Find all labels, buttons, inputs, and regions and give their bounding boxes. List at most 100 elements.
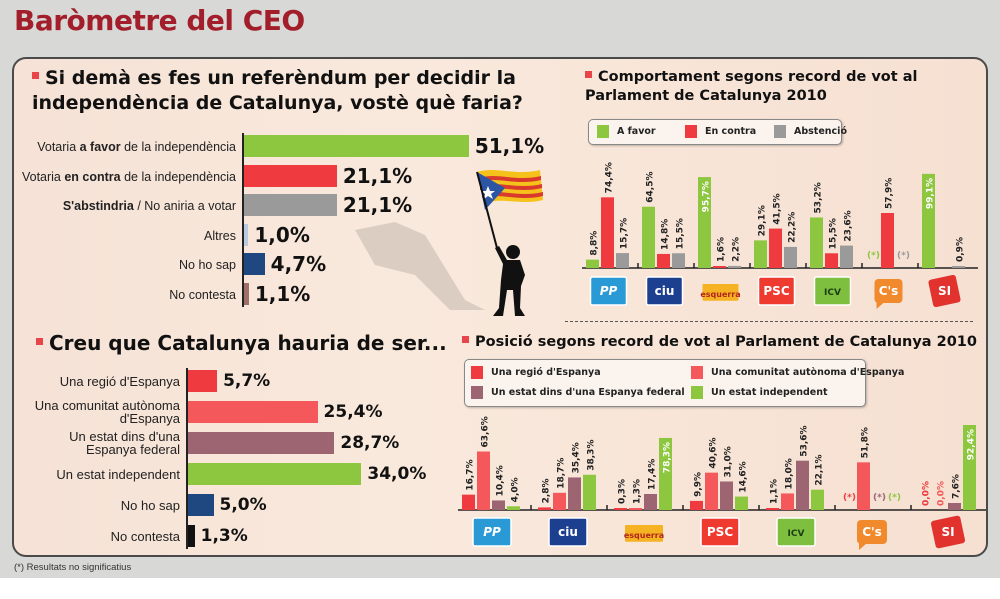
bar-value-label: 2,8%	[542, 478, 552, 503]
party-logo-text: SI	[941, 525, 954, 539]
bar-value-label: 8,8%	[590, 231, 600, 256]
bar	[881, 212, 894, 268]
bar	[616, 253, 629, 268]
bar	[568, 477, 581, 510]
bar-label: Un estat dins d'una Espanya federal	[69, 430, 180, 456]
bar-value-label: 23,6%	[844, 210, 854, 241]
party-logo-ciu: ciu	[645, 276, 684, 306]
legend-item-independent: Un estat independent	[691, 386, 828, 400]
bar-value-label: 0,3%	[618, 479, 628, 504]
position-chart-title: Posició segons record de vot al Parlamen…	[462, 333, 982, 352]
party-logo-pp: PP	[472, 517, 512, 547]
bar-value-label: 14,8%	[661, 219, 671, 250]
flag-pole	[476, 171, 498, 249]
bar	[713, 266, 726, 268]
bar	[188, 401, 318, 423]
bar	[462, 494, 475, 510]
bar	[629, 508, 642, 510]
party-logo-text: SI	[938, 284, 951, 298]
not-significant-marker: (*)	[867, 251, 880, 261]
estelada-flag-icon	[477, 170, 543, 210]
bar	[244, 223, 249, 246]
bar	[188, 370, 218, 392]
footnote: (*) Resultats no significatius	[14, 562, 132, 573]
party-logo-esquerra: esquerra	[624, 525, 664, 542]
bar	[244, 282, 249, 305]
bar-label-line: Una comunitat autònoma	[34, 398, 180, 413]
bar-value-label: 1,1%	[770, 479, 780, 504]
bar	[698, 177, 711, 268]
bar-value-label: 1,6%	[717, 237, 727, 262]
position-grouped-bar-chart: 16,7% 63,6% 10,4% 4,0% PP 2,8% 18,7% 35,4% 38,3%…	[458, 416, 986, 550]
bar-value-label: 16,7%	[466, 459, 476, 490]
shadow-shape	[355, 222, 485, 310]
bar-value-label: 63,6%	[481, 416, 491, 447]
party-logo-si: SI	[928, 274, 961, 308]
bar-value-label: 15,5%	[829, 218, 839, 249]
bar	[507, 506, 520, 510]
legend-swatch	[685, 125, 697, 138]
bar	[244, 135, 469, 157]
party-logo-text: PSC	[763, 284, 789, 298]
behaviour-grouped-bar-chart: 8,8% 74,4% 15,7% PP 64,5% 14,8% 15,5% ciu 95,7% 1…	[582, 162, 978, 309]
bar-value-label: 9,9%	[694, 472, 704, 497]
bar-label: No ho sap	[179, 253, 236, 277]
bar	[244, 194, 337, 216]
q1-title-line1: Si demà es fes un referèndum per decidir…	[45, 67, 516, 89]
bar-value-label: 18,0%	[785, 458, 795, 489]
bar-value-label: 2,2%	[732, 237, 742, 262]
legend-swatch	[597, 125, 609, 138]
bar-label: Votaria a favor de la independència	[37, 135, 236, 159]
label-emphasis: a favor	[79, 140, 121, 154]
party-logo-cs: C's	[857, 520, 887, 550]
bar-value-label: 4,0%	[511, 477, 521, 502]
bar-value-label: 25,4%	[323, 402, 383, 422]
bar	[948, 503, 961, 510]
party-logo-icveuia: ICV	[776, 517, 816, 547]
bar	[583, 474, 596, 510]
bar	[840, 245, 853, 268]
bar-value-label: 99,1%	[926, 178, 936, 209]
bar-value-label: 0,0%	[922, 481, 932, 506]
label-text: Votaria	[21, 169, 65, 184]
bar-label-line: Un estat independent	[56, 467, 180, 482]
bar-label-line: No ho sap	[120, 498, 180, 513]
legend-swatch	[691, 366, 703, 379]
q1-title-line2: independència de Catalunya, vostè què fa…	[32, 92, 523, 114]
label-text: / No aniria a votar	[133, 199, 236, 213]
page-title: Baròmetre del CEO	[14, 4, 305, 37]
label-text: Altres	[204, 228, 236, 243]
party-logo-ciu: ciu	[548, 517, 588, 547]
bar-value-label: 7,6%	[952, 474, 962, 499]
bar	[952, 266, 965, 268]
bar	[810, 217, 823, 268]
party-logo-text: ICV	[788, 529, 805, 539]
bar	[728, 265, 741, 268]
q2-title: Creu que Catalunya hauria de ser...	[36, 331, 447, 355]
bar	[705, 472, 718, 510]
bar	[657, 253, 670, 268]
bar	[188, 525, 195, 547]
bar-value-label: 35,4%	[572, 442, 582, 473]
bar	[244, 164, 337, 187]
bar-value-label: 51,8%	[861, 427, 871, 458]
chart-axis	[186, 368, 188, 549]
legend-swatch	[774, 125, 786, 138]
not-significant-marker: (*)	[873, 493, 886, 503]
bar-value-label: 41,5%	[773, 193, 783, 224]
bar-value-label: 5,0%	[219, 495, 267, 515]
bar-label: Votaria en contra de la independència	[22, 165, 236, 189]
label-text: de la independència	[120, 140, 236, 154]
bar-value-label: 28,7%	[340, 433, 400, 453]
party-logo-text: esquerra	[700, 290, 740, 299]
bar	[672, 253, 685, 268]
section-divider	[565, 321, 973, 322]
bar-value-label: 31,0%	[724, 446, 734, 477]
bar-value-label: 51,1%	[474, 134, 545, 158]
bar	[784, 246, 797, 268]
bar	[586, 259, 599, 268]
party-logo-text: PP	[600, 284, 618, 298]
bar	[477, 451, 490, 510]
label-text: No ho sap	[179, 258, 236, 272]
party-logo-psc: PSC	[700, 517, 740, 547]
